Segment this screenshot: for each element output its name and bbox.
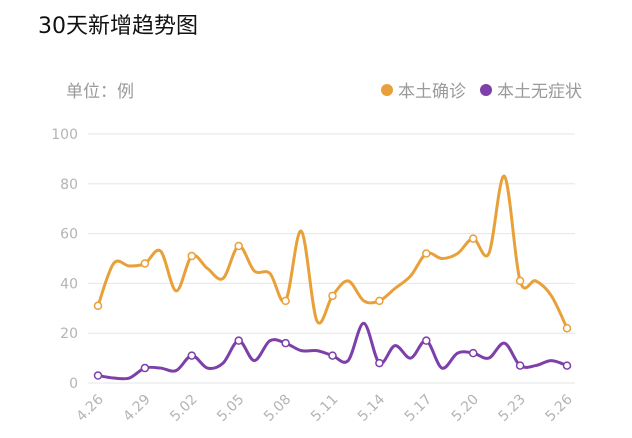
legend: 本土确诊 本土无症状: [381, 77, 582, 102]
y-tick-label-60: 60: [60, 227, 78, 243]
data-point-confirmed-5.02: [187, 251, 197, 261]
y-tick-label-0: 0: [69, 376, 78, 392]
x-tick-label-5.23: 5.23: [496, 392, 529, 425]
x-tick-label-5.17: 5.17: [402, 392, 435, 425]
data-point-asymptomatic-5.20: [468, 348, 478, 358]
data-point-asymptomatic-5.14: [375, 358, 384, 368]
series-line-confirmed: [96, 174, 569, 330]
data-point-confirmed-4.29: [140, 259, 150, 268]
data-point-asymptomatic-5.05: [234, 336, 243, 345]
unit-label: 单位：例: [66, 82, 134, 102]
legend-dot-confirmed-icon: [381, 83, 393, 96]
x-tick-label-5.08: 5.08: [261, 392, 294, 425]
data-point-confirmed-5.20: [468, 234, 478, 243]
chart-title: 30天新增趋势图: [38, 14, 198, 39]
legend-item-asymptomatic[interactable]: 本土无症状: [480, 77, 582, 102]
data-point-asymptomatic-5.08: [281, 338, 290, 348]
data-point-asymptomatic-5.26: [562, 361, 572, 370]
legend-label-confirmed: 本土确诊: [398, 82, 466, 102]
data-point-asymptomatic-5.11: [328, 351, 337, 360]
x-tick-label-5.05: 5.05: [214, 392, 247, 425]
x-tick-label-5.02: 5.02: [167, 392, 200, 425]
x-tick-label-5.11: 5.11: [308, 392, 341, 425]
data-point-confirmed-5.08: [281, 296, 290, 306]
y-tick-label-20: 20: [60, 326, 78, 342]
data-point-asymptomatic-4.29: [140, 363, 150, 373]
legend-item-confirmed[interactable]: 本土确诊: [381, 77, 466, 102]
x-tick-label-4.26: 4.26: [73, 391, 106, 424]
y-tick-label-40: 40: [60, 276, 78, 292]
series-line-asymptomatic: [96, 321, 569, 381]
data-point-confirmed-5.11: [328, 291, 337, 301]
x-tick-label-5.26: 5.26: [542, 391, 575, 424]
y-tick-label-80: 80: [60, 177, 78, 193]
x-tick-label-5.20: 5.20: [449, 392, 482, 425]
data-point-asymptomatic-5.23: [515, 361, 525, 370]
data-point-asymptomatic-4.26: [93, 371, 103, 380]
data-point-asymptomatic-5.02: [187, 351, 197, 360]
data-point-confirmed-5.26: [562, 323, 572, 333]
data-point-confirmed-4.26: [93, 301, 103, 311]
data-point-confirmed-5.14: [375, 296, 384, 306]
x-tick-label-4.29: 4.29: [120, 392, 153, 425]
y-tick-label-100: 100: [51, 127, 78, 143]
data-point-confirmed-5.23: [515, 276, 525, 286]
legend-dot-asymptomatic-icon: [480, 83, 492, 96]
legend-label-asymptomatic: 本土无症状: [497, 82, 582, 102]
data-point-confirmed-5.05: [234, 241, 243, 251]
data-point-asymptomatic-5.17: [422, 336, 431, 345]
x-tick-label-5.14: 5.14: [355, 391, 388, 424]
data-point-confirmed-5.17: [422, 249, 431, 258]
